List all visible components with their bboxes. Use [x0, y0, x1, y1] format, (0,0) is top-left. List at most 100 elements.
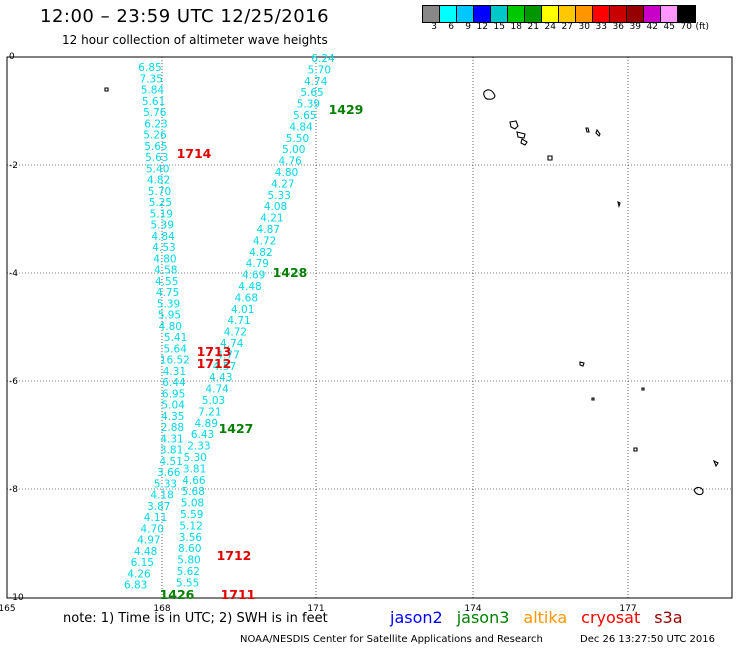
lat-label: -6: [9, 377, 18, 387]
swh-value: 6.83: [124, 580, 147, 592]
swh-value: 4.84: [151, 231, 175, 243]
swh-value: 4.82: [249, 247, 272, 259]
swh-value: 4.08: [264, 201, 287, 213]
lat-lon-grid: [7, 57, 732, 598]
color-swatch: [559, 6, 576, 22]
swh-value: 5.76: [143, 107, 167, 119]
island-outline: [516, 131, 526, 139]
pass-label: 1711: [221, 587, 256, 602]
swh-value: 3.81: [183, 463, 206, 475]
color-swatch: [508, 6, 525, 22]
swh-value: 5.84: [141, 85, 165, 97]
page-title: 12:00 – 23:59 UTC 12/25/2016: [40, 6, 330, 27]
color-swatch: [440, 6, 457, 22]
track-b: 6.245.704.745.655.395.654.845.505.004.76…: [176, 53, 335, 589]
satellite-legend-jason3: jason3: [456, 608, 510, 627]
color-scale-label: 6: [448, 22, 454, 32]
color-swatch: [423, 6, 440, 22]
satellite-legend-altika: altika: [523, 608, 568, 627]
page-subtitle: 12 hour collection of altimeter wave hei…: [62, 33, 328, 47]
lat-label: -2: [9, 161, 18, 171]
swh-value: 5.39: [297, 99, 320, 111]
island-outline: [579, 361, 585, 367]
color-scale: [422, 5, 696, 23]
swh-value: 5.41: [164, 332, 187, 344]
swh-value: 4.97: [137, 535, 160, 547]
pass-label: 1714: [177, 146, 212, 161]
swh-value: 5.59: [180, 509, 203, 521]
swh-value: 4.72: [253, 235, 276, 247]
pass-label: 1712: [197, 356, 232, 371]
swh-value: 5.12: [179, 520, 202, 532]
satellite-legend-cryosat: cryosat: [581, 608, 641, 627]
swh-value: 4.48: [238, 281, 261, 293]
swh-value: 5.55: [176, 577, 199, 589]
color-swatch: [576, 6, 593, 22]
track-a: 6.857.355.845.615.766.235.265.655.635.40…: [124, 62, 190, 592]
swh-value: 3.87: [147, 501, 170, 513]
swh-value: 6.44: [162, 377, 186, 389]
color-swatch: [627, 6, 644, 22]
island-outline: [585, 127, 590, 133]
lon-label: 177: [619, 604, 636, 614]
swh-value: 6.85: [138, 62, 161, 74]
swh-value: 16.52: [160, 355, 190, 367]
swh-value: 4.69: [242, 270, 265, 282]
lat-label: -4: [9, 269, 18, 279]
lon-label: 171: [307, 604, 324, 614]
swh-value: 4.68: [235, 292, 258, 304]
swh-value: 5.65: [144, 141, 167, 153]
island-outline: [509, 120, 519, 130]
swh-value: 4.31: [163, 366, 186, 378]
color-swatch: [593, 6, 610, 22]
island-outline: [483, 89, 496, 100]
color-swatch: [678, 6, 695, 22]
swh-value: 4.77: [216, 349, 239, 361]
swh-value: 6.23: [144, 118, 167, 130]
swh-value: 5.25: [149, 197, 172, 209]
island-outline: [641, 387, 645, 391]
swh-value: 3.56: [179, 532, 203, 544]
swh-value: 5.03: [202, 395, 225, 407]
swh-value: 4.71: [227, 315, 250, 327]
swh-value: 4.58: [154, 265, 177, 277]
map-frame: [6, 56, 733, 599]
swh-value: 5.63: [145, 152, 168, 164]
swh-value: 5.50: [286, 133, 309, 145]
island-outlines: [104, 87, 719, 496]
pass-label: 1712: [217, 548, 252, 563]
swh-value: 5.30: [184, 452, 207, 464]
lon-label: 174: [464, 604, 481, 614]
color-scale-label: 30: [578, 22, 590, 32]
swh-value: 4.80: [159, 321, 182, 333]
color-scale-label: 45: [663, 22, 675, 32]
swh-value: 5.80: [177, 555, 200, 567]
swh-value: 4.53: [152, 242, 175, 254]
swh-value: 5.19: [150, 208, 173, 220]
island-outline: [547, 155, 553, 161]
satellite-legend-s3a: s3a: [654, 608, 683, 627]
color-scale-labels: 3 6 9 12 15 18 21 24 27 30 33 36 39 42 45 70 (ft): [422, 22, 711, 32]
swh-value: 2.33: [187, 441, 210, 453]
lon-label: 165: [0, 604, 16, 614]
swh-value: 2.88: [161, 422, 184, 434]
swh-value: 6.95: [162, 388, 185, 400]
swh-value: 5.62: [177, 566, 200, 578]
swh-value: 4.18: [150, 490, 173, 502]
swh-value: 4.27: [271, 178, 294, 190]
color-swatch: [610, 6, 627, 22]
swh-value: 4.74: [304, 76, 328, 88]
swh-value: 5.64: [164, 343, 188, 355]
swh-value: 4.89: [195, 418, 218, 430]
swh-value: 5.33: [154, 478, 177, 490]
swh-value: 5.61: [142, 96, 165, 108]
swh-value: 5.26: [143, 130, 167, 142]
pass-label: 1713: [197, 344, 232, 359]
color-swatch: [661, 6, 678, 22]
swh-value: 4.26: [127, 568, 151, 580]
swh-value: 4.75: [156, 287, 179, 299]
swh-value: 4.55: [155, 276, 178, 288]
island-outline: [595, 128, 601, 137]
color-scale-label: 27: [561, 22, 573, 32]
